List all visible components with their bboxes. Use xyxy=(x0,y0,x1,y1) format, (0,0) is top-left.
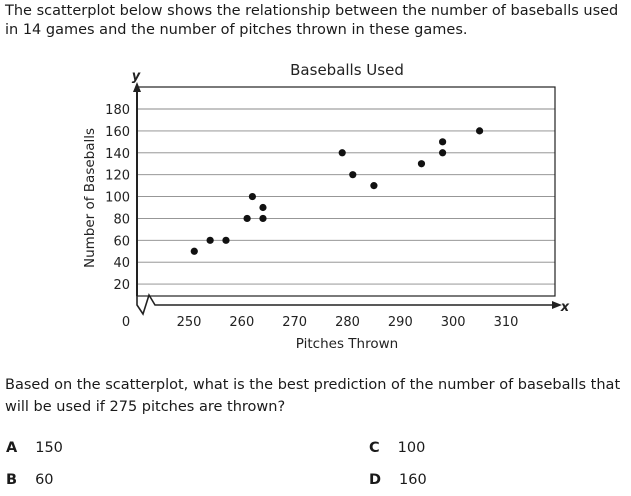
x-tick-label: 270 xyxy=(282,315,307,330)
x-axis-label: Pitches Thrown xyxy=(296,336,398,352)
data-point xyxy=(439,149,447,157)
choice-b[interactable]: B 60 xyxy=(6,472,54,488)
data-point xyxy=(338,149,346,157)
y-tick-label: 100 xyxy=(105,191,130,206)
y-tick-label: 60 xyxy=(113,234,130,249)
data-point xyxy=(259,214,267,223)
data-point xyxy=(439,138,447,146)
y-tick-label: 140 xyxy=(105,147,130,162)
choice-value: 150 xyxy=(35,440,63,456)
data-point xyxy=(259,203,267,212)
y-axis-letter: y xyxy=(132,69,141,84)
choice-value: 160 xyxy=(399,472,427,488)
scatterplot: Baseballs Used Number of Baseballs Pitch… xyxy=(82,61,570,352)
y-axis-label: Number of Baseballs xyxy=(82,128,98,268)
y-tick-label: 20 xyxy=(113,278,130,293)
y-tick-label: 160 xyxy=(105,125,130,140)
data-point xyxy=(190,247,198,255)
intro-text: The scatterplot below shows the relation… xyxy=(5,3,619,38)
chart-title: Baseballs Used xyxy=(290,61,404,79)
x-tick-label: 300 xyxy=(441,315,466,330)
x-tick-label: 310 xyxy=(494,315,519,330)
data-point xyxy=(248,192,256,201)
data-point xyxy=(206,236,214,244)
data-point xyxy=(370,182,378,190)
choice-letter: C xyxy=(369,440,380,456)
choice-a[interactable]: A 150 xyxy=(6,440,63,456)
data-point xyxy=(243,214,251,223)
choice-d[interactable]: D 160 xyxy=(369,472,427,488)
axis-break xyxy=(136,293,555,316)
x-tick-label: 280 xyxy=(335,315,360,330)
choice-c[interactable]: C 100 xyxy=(369,440,425,456)
origin-label: 0 xyxy=(122,315,130,330)
data-point xyxy=(349,171,357,179)
x-axis-arrow xyxy=(552,301,562,309)
choice-value: 60 xyxy=(35,472,54,488)
x-tick-label: 260 xyxy=(229,315,254,330)
x-tick-label: 290 xyxy=(388,315,413,330)
choice-value: 100 xyxy=(397,440,426,456)
y-tick-label: 40 xyxy=(113,256,130,271)
data-point xyxy=(475,127,484,135)
x-axis-letter: x xyxy=(560,300,570,315)
x-tick-label: 250 xyxy=(177,315,202,330)
y-axis-arrow xyxy=(133,82,141,92)
data-point xyxy=(222,236,230,244)
y-tick-label: 120 xyxy=(105,169,130,184)
choice-letter: D xyxy=(369,472,382,488)
y-tick-label: 180 xyxy=(105,103,130,118)
data-point xyxy=(417,160,426,168)
plot-frame xyxy=(136,86,556,297)
y-tick-label: 80 xyxy=(113,212,130,227)
question-text: Based on the scatterplot, what is the be… xyxy=(5,377,621,415)
choice-letter: B xyxy=(6,472,18,488)
choice-letter: A xyxy=(6,440,18,456)
